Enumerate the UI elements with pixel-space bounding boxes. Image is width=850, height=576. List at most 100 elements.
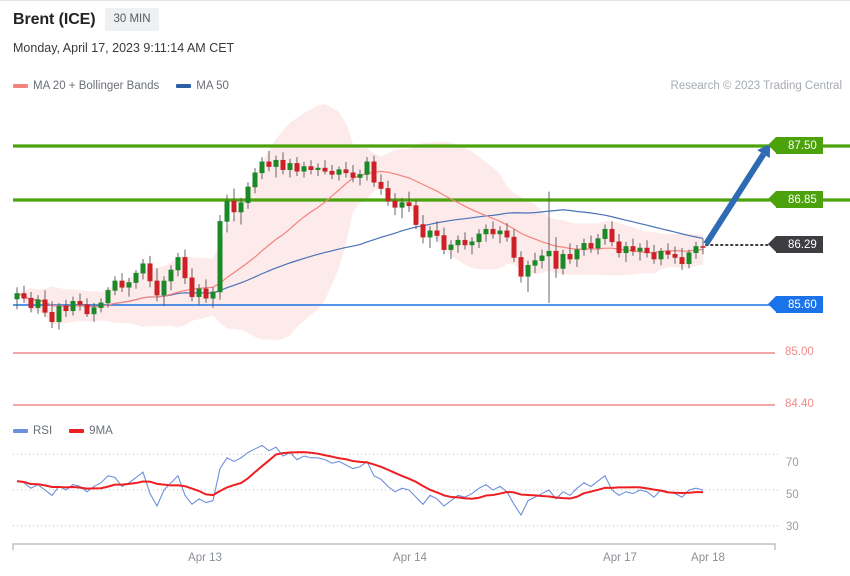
candle-body[interactable] [518,257,524,277]
candle-body[interactable] [637,247,643,252]
candle-body[interactable] [371,161,377,183]
candle-body[interactable] [378,181,384,189]
candle-body[interactable] [259,161,265,174]
legend-item-ma50[interactable]: MA 50 [176,80,229,92]
candle-body[interactable] [77,301,83,305]
timeframe-badge[interactable]: 30 MIN [105,8,159,31]
candle-body[interactable] [308,166,314,170]
candle-body[interactable] [273,159,279,167]
candle-body[interactable] [448,244,454,250]
candle-body[interactable] [553,250,559,269]
candle-body[interactable] [532,260,538,266]
candle-body[interactable] [133,272,139,283]
candle-body[interactable] [224,200,230,222]
candle-body[interactable] [539,255,545,261]
candle-body[interactable] [98,302,104,308]
candle-body[interactable] [525,264,531,277]
resistance-tag-2[interactable]: 86.85 [768,191,823,208]
candle-body[interactable] [546,250,552,257]
candle-body[interactable] [357,174,363,178]
candle-body[interactable] [70,301,76,312]
candle-body[interactable] [350,172,356,178]
candle-body[interactable] [469,241,475,246]
candle-body[interactable] [287,163,293,170]
legend-item-rsi[interactable]: RSI [13,425,52,437]
candle-body[interactable] [203,288,209,299]
candle-body[interactable] [420,224,426,238]
candle-body[interactable] [483,228,489,235]
candle-body[interactable] [42,299,48,313]
candle-body[interactable] [245,186,251,203]
candle-body[interactable] [301,166,307,172]
candle-body[interactable] [140,263,146,274]
candle-body[interactable] [455,239,461,246]
candle-body[interactable] [329,170,335,175]
candle-body[interactable] [441,235,447,250]
candle-body[interactable] [343,169,349,174]
candle-body[interactable] [63,305,69,312]
candle-body[interactable] [644,247,650,254]
candle-body[interactable] [322,167,328,172]
candle-body[interactable] [658,250,664,260]
resistance-tag-1[interactable]: 87.50 [768,137,823,154]
candle-body[interactable] [497,230,503,235]
candle-body[interactable] [49,312,55,323]
candle-body[interactable] [238,202,244,213]
candle-body[interactable] [21,293,27,299]
candle-body[interactable] [623,246,629,254]
candle-body[interactable] [630,246,636,252]
candle-body[interactable] [686,252,692,265]
candle-body[interactable] [210,291,216,299]
candle-body[interactable] [595,238,601,249]
candle-body[interactable] [105,290,111,304]
candle-body[interactable] [161,280,167,296]
candle-body[interactable] [336,169,342,175]
candle-body[interactable] [560,254,566,269]
support-tag[interactable]: 85.60 [768,296,823,313]
candle-body[interactable] [56,305,62,323]
legend-item-ma20[interactable]: MA 20 + Bollinger Bands [13,80,159,92]
candle-body[interactable] [693,246,699,254]
candle-body[interactable] [609,228,615,243]
candle-body[interactable] [126,282,132,288]
candle-body[interactable] [112,280,118,291]
candle-body[interactable] [280,159,286,170]
candle-body[interactable] [672,254,678,258]
candle-body[interactable] [399,202,405,208]
legend-item-9ma[interactable]: 9MA [69,425,113,437]
candle-body[interactable] [154,280,160,296]
candle-body[interactable] [406,202,412,207]
candle-body[interactable] [168,269,174,282]
candle-body[interactable] [462,239,468,246]
candle-body[interactable] [28,297,34,308]
candle-body[interactable] [504,230,510,238]
candle-body[interactable] [14,293,20,300]
candle-body[interactable] [434,230,440,236]
candle-body[interactable] [217,221,223,293]
candle-body[interactable] [588,243,594,249]
candle-body[interactable] [252,172,258,188]
candle-body[interactable] [84,304,90,315]
candle-body[interactable] [196,288,202,297]
candle-body[interactable] [651,252,657,260]
candle-body[interactable] [35,299,41,308]
candle-body[interactable] [490,228,496,235]
candle-body[interactable] [231,200,237,213]
candle-body[interactable] [665,250,671,255]
candle-body[interactable] [364,161,370,175]
candle-body[interactable] [147,263,153,282]
candle-body[interactable] [679,257,685,265]
candle-body[interactable] [476,233,482,243]
candle-body[interactable] [175,257,181,271]
candle-body[interactable] [511,236,517,258]
candle-body[interactable] [567,254,573,260]
candle-body[interactable] [189,277,195,297]
candle-body[interactable] [581,243,587,250]
candle-body[interactable] [427,230,433,238]
candle-body[interactable] [294,163,300,172]
candle-body[interactable] [574,249,580,260]
candle-body[interactable] [266,161,272,167]
candle-body[interactable] [616,241,622,254]
candle-body[interactable] [602,228,608,239]
